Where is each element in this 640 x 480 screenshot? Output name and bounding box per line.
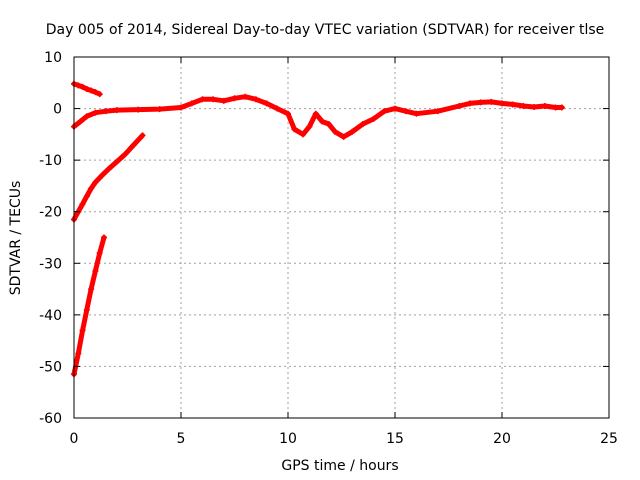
data-point [100, 234, 107, 241]
data-point [541, 102, 548, 109]
data-point [340, 133, 347, 140]
data-point [456, 102, 463, 109]
y-tick-label: 0 [53, 102, 62, 118]
data-point [77, 118, 84, 125]
data-point [113, 158, 120, 165]
data-point [75, 350, 82, 357]
data-point [402, 108, 409, 115]
data-point [359, 121, 366, 128]
data-point [122, 150, 129, 157]
data-point [434, 108, 441, 115]
data-point [105, 166, 112, 173]
data-point [291, 126, 298, 133]
data-point [306, 123, 313, 130]
series-main-trace [71, 93, 565, 140]
data-point [509, 101, 516, 108]
data-point [413, 110, 420, 117]
data-point [130, 141, 137, 148]
y-axis-label: SDTVAR / TECUs [8, 181, 24, 296]
data-point [381, 108, 388, 115]
data-point [79, 200, 86, 207]
data-point [274, 105, 281, 112]
data-point [79, 327, 86, 334]
data-point [88, 185, 95, 192]
data-point [92, 109, 99, 116]
data-point [139, 132, 146, 139]
data-point [83, 113, 90, 120]
series-short-segment-top [71, 80, 103, 98]
data-point [488, 98, 495, 105]
data-point [96, 91, 103, 98]
y-tick-label: -20 [39, 205, 62, 221]
data-point [103, 108, 110, 115]
data-point [558, 104, 565, 111]
y-tick-label: -10 [39, 153, 62, 169]
x-tick-label: 15 [386, 431, 404, 447]
data-point [210, 96, 217, 103]
data-point [96, 249, 103, 256]
data-point [83, 85, 90, 92]
series-rising-segment [71, 132, 146, 223]
x-tick-label: 10 [279, 431, 297, 447]
data-point [285, 110, 291, 117]
y-tick-label: -50 [39, 359, 62, 375]
data-series [71, 80, 565, 378]
data-point [156, 106, 163, 113]
data-point [92, 179, 99, 186]
data-point [477, 99, 484, 106]
series-line [71, 94, 565, 140]
series-steep-segment [71, 234, 107, 378]
data-point [392, 105, 398, 112]
data-point [135, 106, 142, 113]
data-point [188, 100, 195, 107]
x-tick-label: 5 [177, 431, 186, 447]
y-tick-label: -30 [39, 256, 62, 272]
data-point [199, 96, 206, 103]
data-point [325, 121, 332, 128]
data-point [79, 83, 86, 90]
data-point [252, 96, 259, 103]
y-tick-label: 10 [44, 50, 62, 66]
series-line [71, 235, 107, 377]
data-point [499, 100, 505, 107]
data-point [220, 97, 227, 104]
data-point [319, 118, 326, 125]
data-point [98, 172, 105, 179]
data-point [370, 115, 377, 122]
data-point [83, 193, 90, 200]
data-point [178, 104, 184, 111]
data-point [466, 100, 473, 107]
data-point [332, 128, 339, 135]
data-point [88, 286, 95, 293]
data-point [263, 100, 270, 107]
data-point [75, 82, 82, 89]
data-point [349, 128, 356, 135]
data-point [299, 131, 306, 138]
chart-title: Day 005 of 2014, Sidereal Day-to-day VTE… [46, 22, 605, 38]
y-tick-label: -60 [39, 411, 62, 427]
x-tick-label: 0 [70, 431, 79, 447]
data-point [552, 104, 559, 111]
axis-ticks: 0 5 10 15 20 25 -60 -50 -40 -30 -20 -10 0 10 [39, 50, 618, 447]
x-tick-label: 25 [600, 431, 618, 447]
y-tick-label: -40 [39, 308, 62, 324]
data-point [113, 107, 120, 114]
data-point [242, 93, 249, 100]
data-point [531, 104, 538, 111]
data-point [520, 102, 527, 109]
data-point [231, 95, 238, 102]
series-line [71, 132, 145, 222]
plot-frame [73, 56, 610, 419]
data-point [92, 89, 99, 96]
data-point [88, 87, 95, 94]
x-tick-label: 20 [493, 431, 511, 447]
data-point [92, 268, 99, 275]
data-point [83, 306, 90, 313]
x-axis-label: GPS time / hours [281, 458, 398, 474]
data-point [312, 110, 319, 117]
